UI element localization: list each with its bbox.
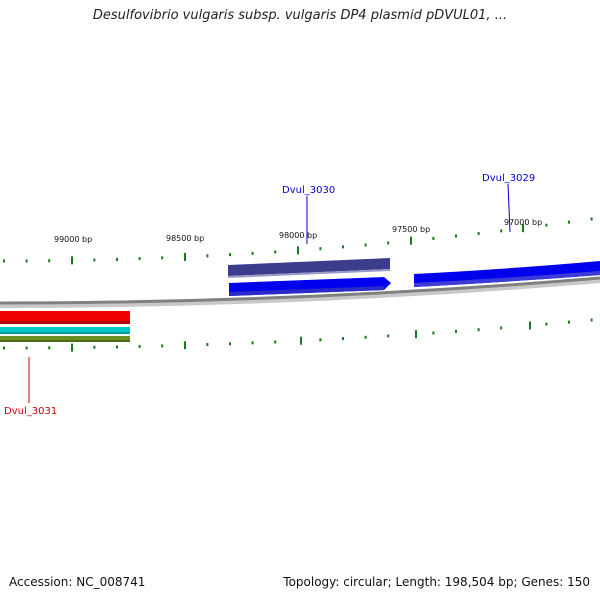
upper-tick-row	[3, 217, 593, 265]
gene-dvul-3031[interactable]	[0, 311, 130, 322]
leader-line-dvul-3029	[507, 183, 511, 233]
map-title: Desulfovibrio vulgaris subsp. vulgaris D…	[92, 8, 508, 23]
gene-cyan-feature-shadow	[0, 332, 130, 334]
gene-label-dvul-3030[interactable]: Dvul_3030	[282, 185, 335, 196]
gene-dvul-3030-shadow	[229, 286, 384, 296]
gene-dark-feature[interactable]	[228, 258, 390, 276]
lower-tick-row	[3, 318, 593, 352]
gene-dark-feature-shadow	[228, 269, 390, 278]
tick-label-97000: 97000 bp	[504, 218, 542, 227]
gene-label-dvul-3029[interactable]: Dvul_3029	[482, 173, 535, 184]
gene-dvul-3029-shadow	[414, 271, 600, 287]
tick-label-98000: 98000 bp	[279, 231, 317, 240]
gene-dvul-3031-shadow	[0, 321, 130, 324]
backbone	[0, 276, 600, 305]
gene-label-dvul-3031[interactable]: Dvul_3031	[4, 406, 57, 417]
tick-label-98500: 98500 bp	[166, 234, 204, 243]
gene-cyan-feature[interactable]	[0, 327, 130, 334]
tick-label-99000: 99000 bp	[54, 235, 92, 244]
backbone-shadow	[0, 279, 600, 308]
gene-olive-feature[interactable]	[0, 336, 130, 342]
gene-olive-feature-shadow	[0, 340, 130, 342]
topology-summary: Topology: circular; Length: 198,504 bp; …	[283, 575, 590, 589]
accession-text: Accession: NC_008741	[9, 575, 146, 589]
tick-label-97500: 97500 bp	[392, 225, 430, 234]
